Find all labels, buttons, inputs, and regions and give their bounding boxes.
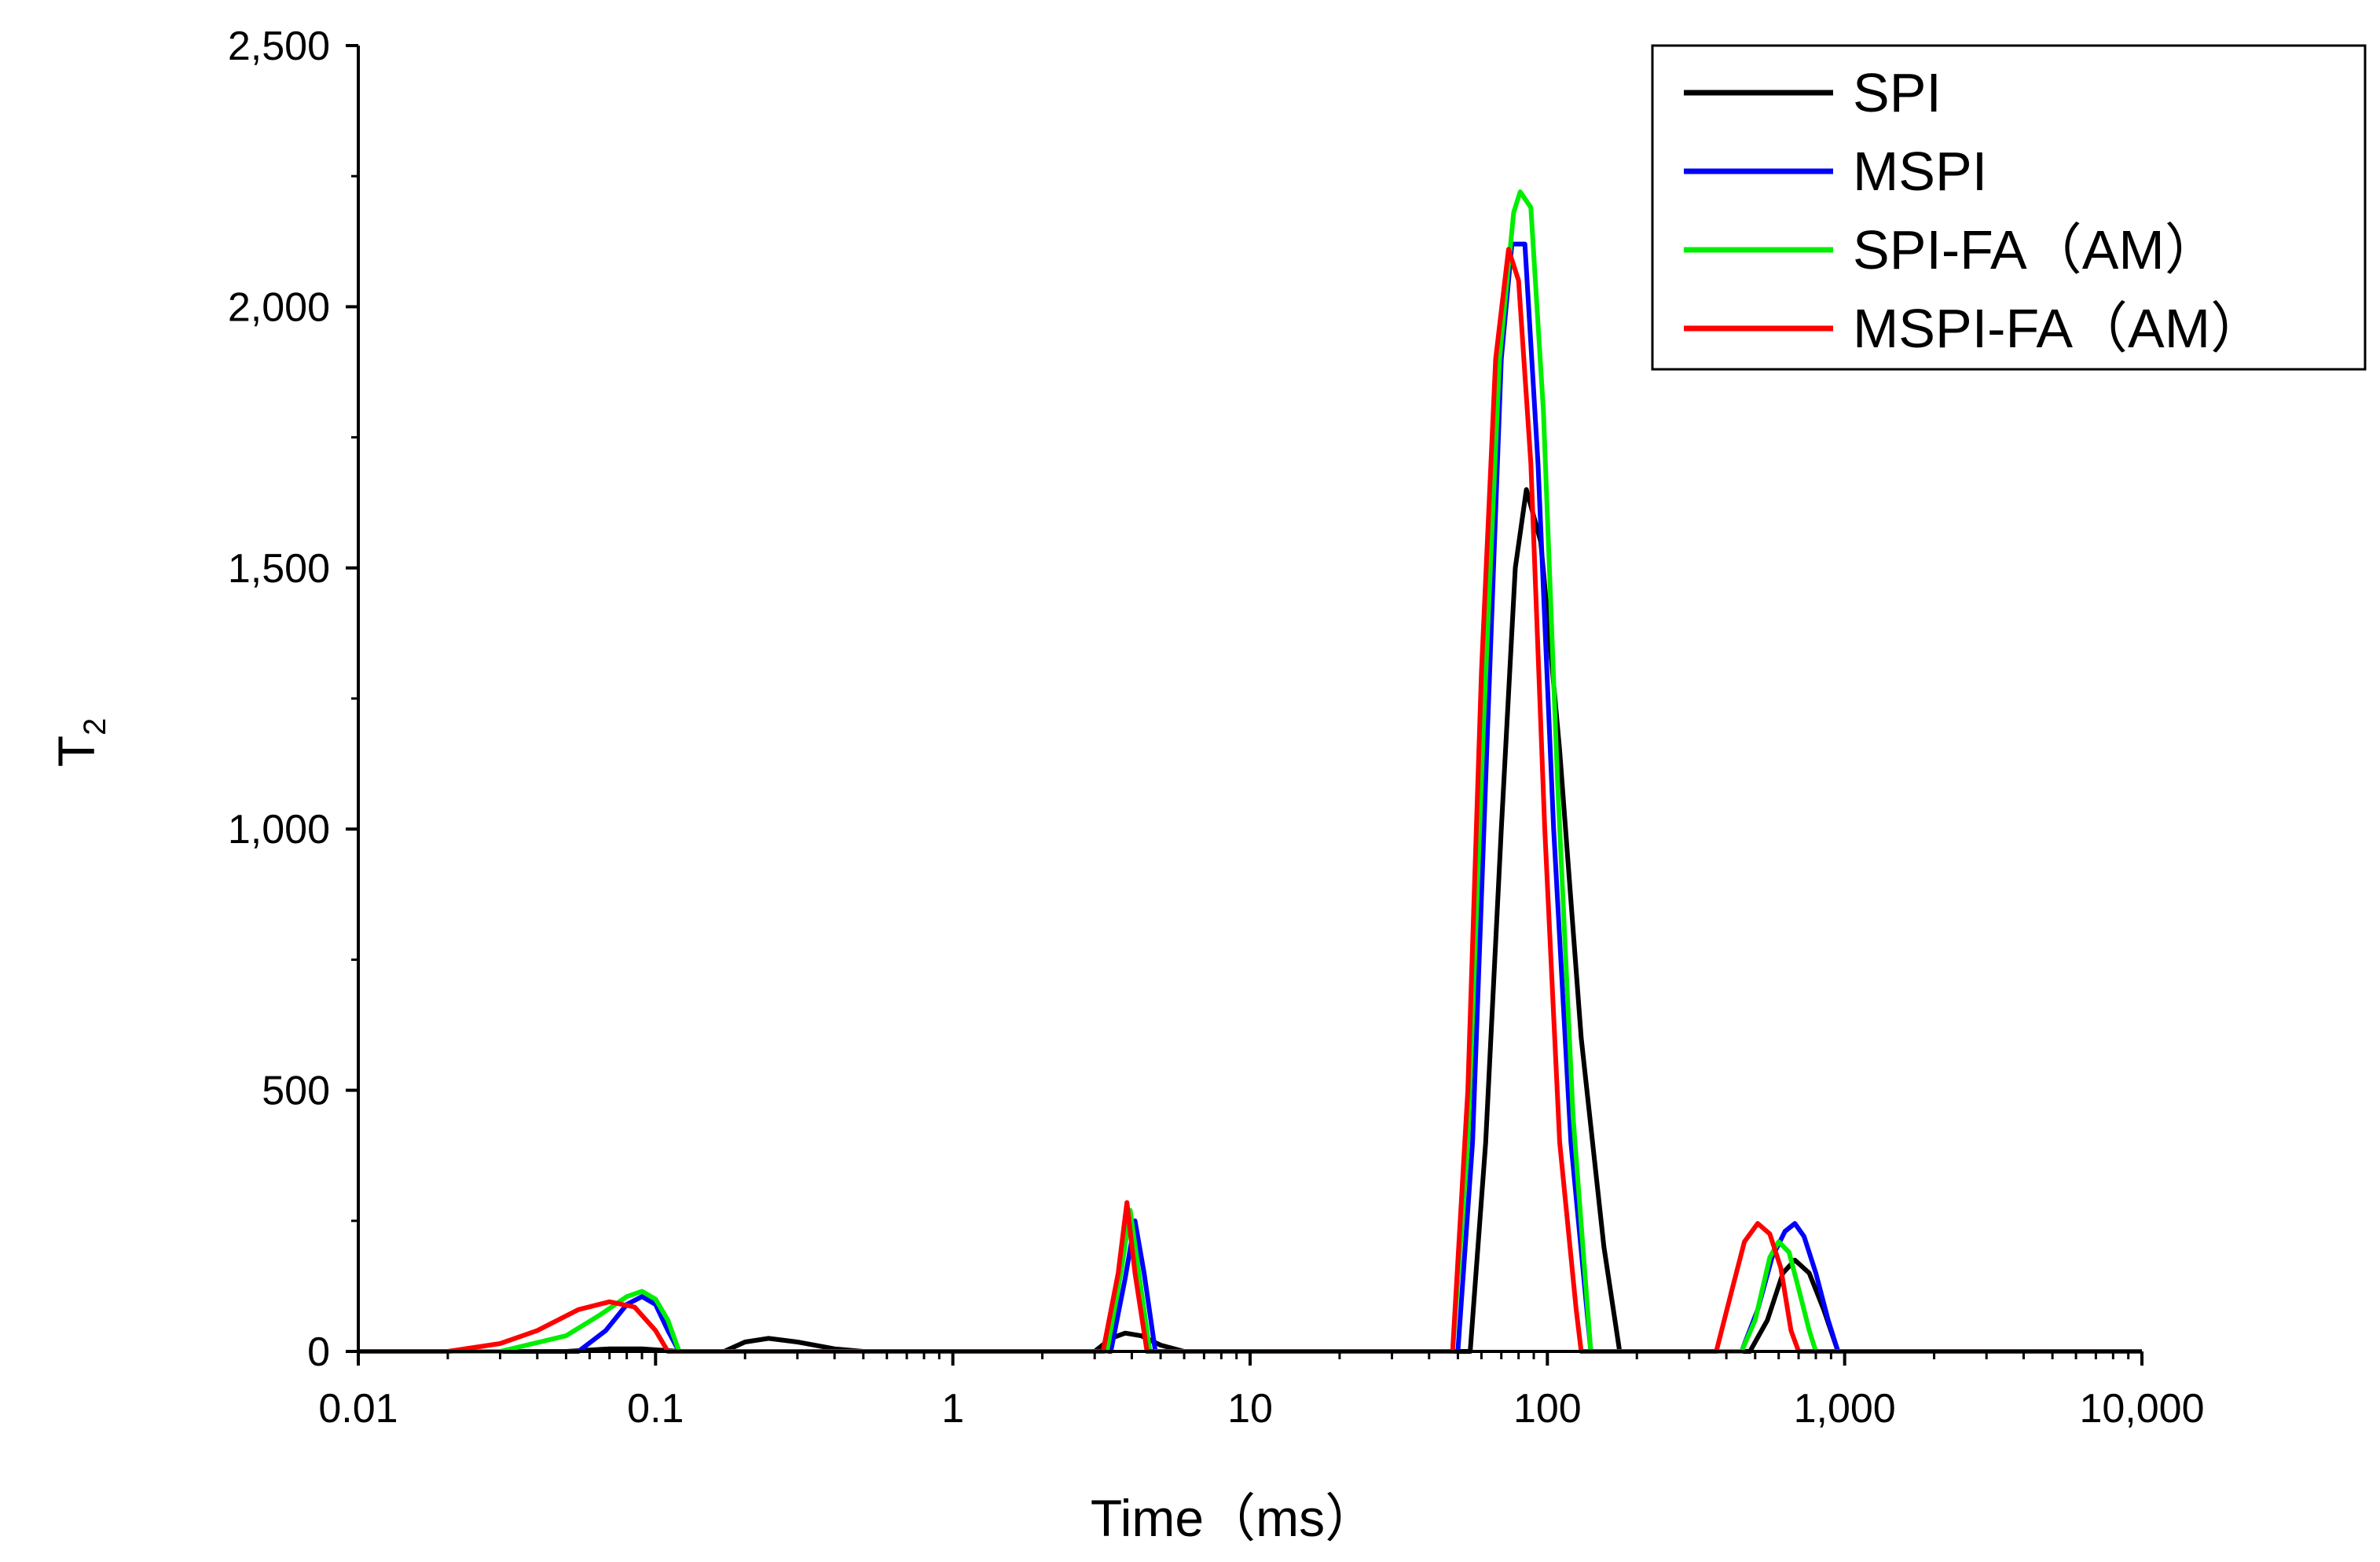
legend-label: MSPI [1853, 141, 1987, 202]
legend-label: SPI [1853, 62, 1942, 123]
legend-item: MSPI-FA（AM） [1684, 298, 2265, 359]
x-tick-label: 100 [1513, 1386, 1582, 1432]
x-tick-label: 10 [1227, 1386, 1273, 1432]
y-tick-label: 2,000 [228, 284, 330, 330]
y-axis-label: T2 [47, 718, 112, 768]
y-tick-label: 500 [262, 1069, 330, 1114]
legend: SPI MSPI SPI-FA（AM） MSPI-FA（AM） [1651, 44, 2367, 371]
legend-box [1651, 44, 2367, 371]
legend-label: SPI-FA（AM） [1853, 219, 2220, 280]
x-tick-label: 0.1 [627, 1386, 684, 1432]
ticks: 0 500 1,000 1,500 2,000 2,500 0.01 0.1 1 10 100 1,0… [228, 24, 2205, 1432]
legend-item: SPI [1684, 62, 1942, 123]
series-line-4 [358, 247, 2142, 1354]
x-tick-label: 0.01 [318, 1386, 398, 1432]
y-tick-label: 1,500 [228, 546, 330, 592]
legend-item: SPI-FA（AM） [1684, 219, 2220, 280]
y-axis-label-subscript: 2 [78, 718, 112, 735]
y-axis-label-main: T [47, 735, 105, 767]
x-tick-label: 1 [941, 1386, 964, 1432]
legend-label: MSPI-FA（AM） [1853, 298, 2265, 359]
legend-item: MSPI [1684, 141, 1987, 202]
plot-area [358, 189, 2142, 1354]
x-axis-label: Time（ms） [1091, 1489, 1377, 1547]
y-tick-label: 2,500 [228, 24, 330, 69]
y-tick-label: 0 [307, 1329, 330, 1375]
x-tick-label: 1,000 [1794, 1386, 1896, 1432]
x-tick-label: 10,000 [2079, 1386, 2204, 1432]
y-tick-label: 1,000 [228, 807, 330, 852]
